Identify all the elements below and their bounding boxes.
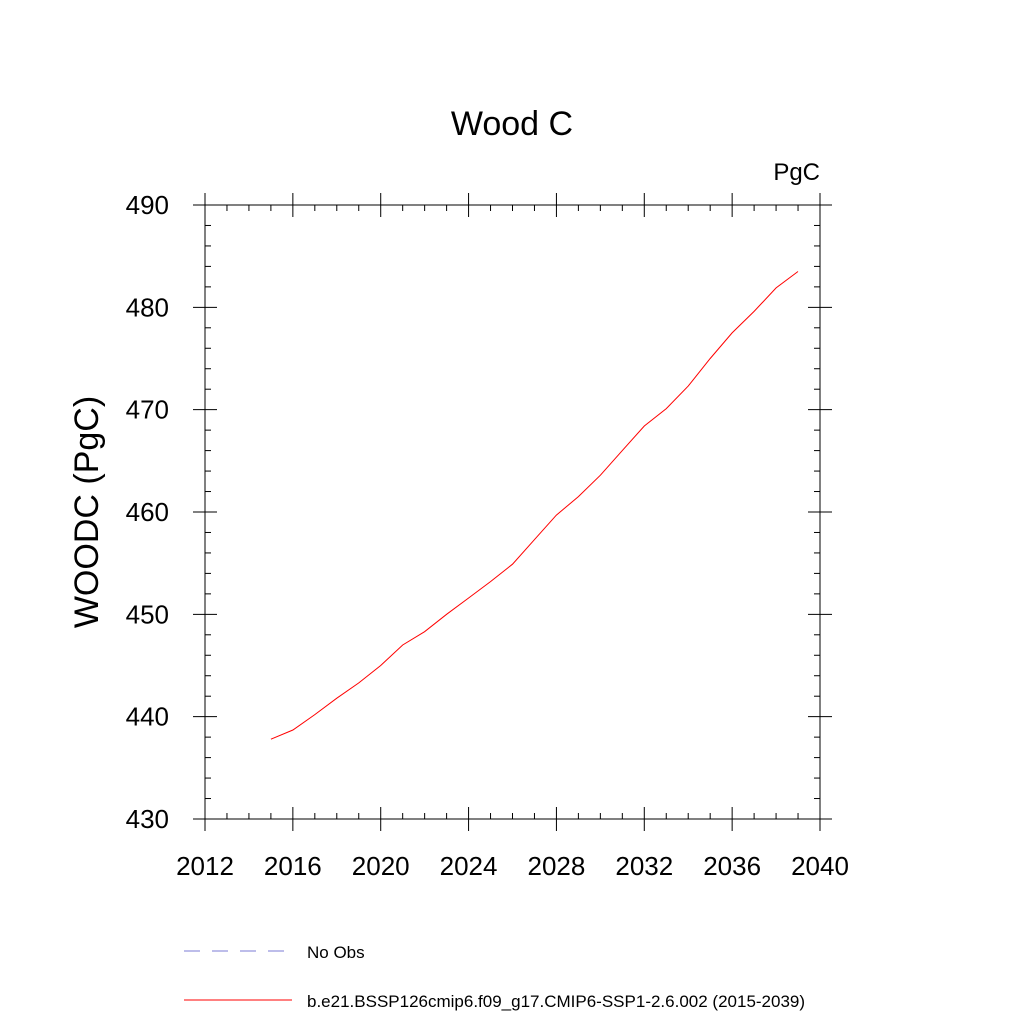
y-tick-label: 470 [126, 395, 169, 425]
x-tick-label: 2024 [440, 851, 498, 881]
units-label: PgC [773, 159, 820, 186]
x-tick-label: 2020 [352, 851, 410, 881]
x-tick-label: 2012 [176, 851, 234, 881]
series-layer [270, 271, 799, 740]
legend-label: b.e21.BSSP126cmip6.f09_g17.CMIP6-SSP1-2.… [307, 992, 805, 1011]
legend: No Obs b.e21.BSSP126cmip6.f09_g17.CMIP6-S… [184, 943, 805, 1011]
x-tick-label: 2036 [703, 851, 761, 881]
y-tick-label: 430 [126, 804, 169, 834]
x-tick-label: 2028 [528, 851, 586, 881]
y-tick-label: 480 [126, 292, 169, 322]
y-tick-label: 490 [126, 190, 169, 220]
chart-title: Wood C [451, 105, 573, 143]
tick-labels: 2012 2016 2020 2024 2028 2032 2036 2040 430 440 45… [126, 190, 849, 881]
legend-label: No Obs [307, 943, 365, 962]
x-tick-label: 2032 [615, 851, 673, 881]
series-line [270, 271, 799, 740]
x-tick-label: 2040 [791, 851, 849, 881]
y-tick-label: 460 [126, 497, 169, 527]
y-tick-label: 450 [126, 599, 169, 629]
axis-ticks [193, 193, 832, 831]
y-tick-label: 440 [126, 702, 169, 732]
y-axis-label: WOODC (PgC) [68, 396, 106, 628]
x-tick-label: 2016 [264, 851, 322, 881]
